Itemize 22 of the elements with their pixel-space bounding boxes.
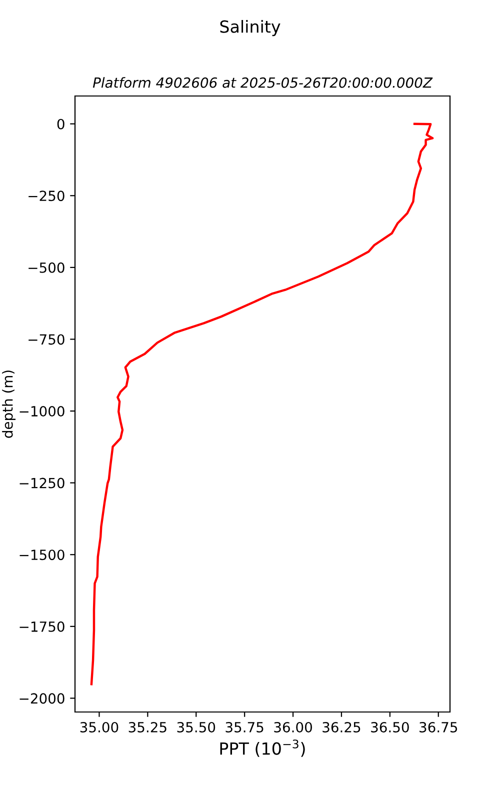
line-series — [90, 122, 434, 686]
x-tick-label: 36.25 — [322, 722, 360, 732]
x-tick-label: 35.75 — [226, 722, 264, 732]
x-tick-label: 36.50 — [371, 722, 409, 732]
x-tick-label: 35.50 — [177, 722, 216, 732]
y-tick-label: −750 — [28, 334, 64, 345]
y-tick-label: 0 — [57, 118, 64, 130]
y-tick-label: −500 — [28, 262, 64, 273]
y-axis-title: depth (m) — [2, 370, 16, 438]
y-tick-label: −1750 — [20, 621, 64, 632]
y-tick-label: −250 — [28, 190, 64, 202]
x-tick-label: 35.00 — [80, 722, 118, 732]
x-axis-title: PPT (10$^{−3}$) — [220, 740, 305, 757]
y-tick-label: −1000 — [20, 406, 64, 417]
x-tick-label: 36.75 — [420, 722, 458, 732]
y-tick-label: −1500 — [20, 550, 64, 560]
x-tick-label: 36.00 — [274, 722, 312, 732]
y-tick-label: −2000 — [20, 693, 64, 704]
x-tick-label: 35.25 — [128, 722, 166, 732]
chart-title: Salinity — [220, 20, 280, 36]
y-tick-label: −1250 — [20, 478, 64, 488]
chart-subtitle: Platform 4902606 at 2025-05-26T20:00:00.000Z — [92, 77, 433, 88]
